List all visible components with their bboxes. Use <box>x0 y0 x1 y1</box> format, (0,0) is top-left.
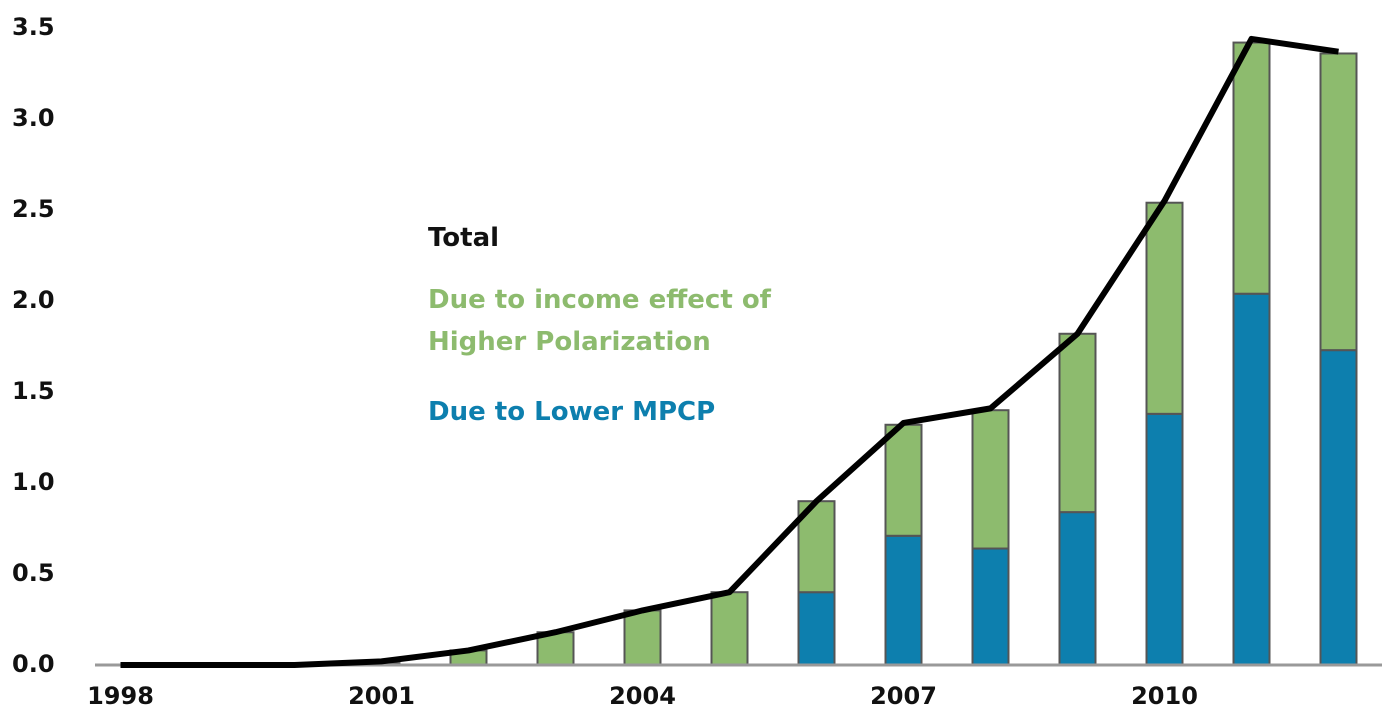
y-tick-label: 2.0 <box>12 286 55 314</box>
bar-segment <box>884 534 923 667</box>
y-tick-label: 1.5 <box>12 377 55 405</box>
x-tick-label: 2007 <box>870 682 937 710</box>
legend-green: Due to income effect of Higher Polarizat… <box>428 285 771 357</box>
y-tick-label: 3.5 <box>12 13 55 41</box>
bar-segment <box>1058 332 1097 514</box>
bar-segment <box>971 409 1010 550</box>
x-tick-label: 2001 <box>348 682 415 710</box>
bar-segment <box>623 609 662 667</box>
x-tick-label: 2004 <box>609 682 676 710</box>
legend-total: Total <box>428 223 500 253</box>
bar-segment <box>1145 412 1184 666</box>
bar-segment <box>1145 201 1184 415</box>
bar-segment <box>797 500 836 594</box>
y-tick-label: 0.5 <box>12 559 55 587</box>
y-tick-label: 2.5 <box>12 195 55 223</box>
bar-segment <box>1319 349 1358 666</box>
bar-segment <box>710 591 749 667</box>
total-line <box>120 35 1339 668</box>
bar-segment <box>1319 52 1358 352</box>
x-tick-label: 1998 <box>87 682 154 710</box>
legend-blue: Due to Lower MPCP <box>428 397 716 427</box>
bar-segment <box>797 591 836 667</box>
bar-segment <box>971 547 1010 667</box>
bar-segment <box>1058 511 1097 666</box>
y-tick-label: 1.0 <box>12 468 55 496</box>
y-tick-label: 3.0 <box>12 104 55 132</box>
bar-segment <box>884 423 923 537</box>
y-tick-label: 0.0 <box>12 650 55 678</box>
bar-segment <box>1232 292 1271 666</box>
bar-segment <box>1232 41 1271 295</box>
x-tick-label: 2010 <box>1131 682 1198 710</box>
